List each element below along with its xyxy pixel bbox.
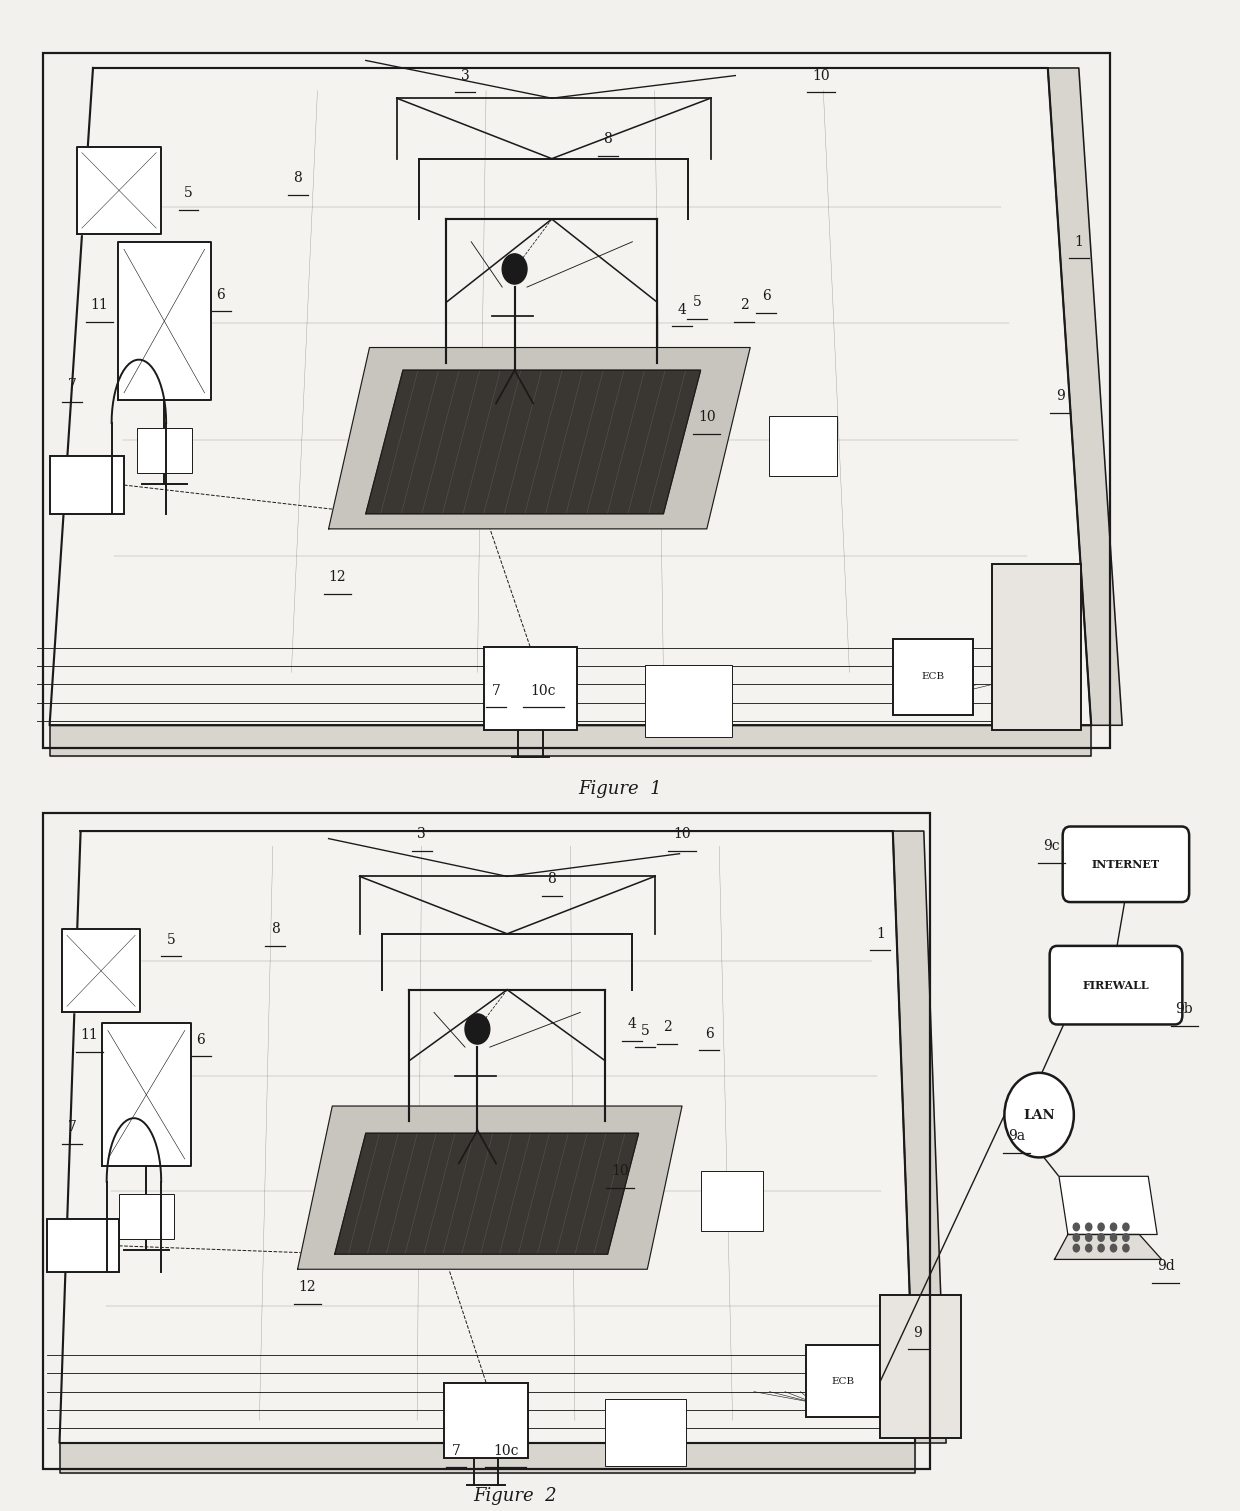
Text: 6: 6 (216, 287, 226, 302)
Text: 8: 8 (270, 922, 280, 937)
Circle shape (502, 254, 527, 284)
Circle shape (1086, 1224, 1091, 1230)
Polygon shape (1059, 1176, 1157, 1234)
Text: 12: 12 (329, 570, 346, 585)
FancyBboxPatch shape (119, 1194, 174, 1239)
Text: 8: 8 (547, 872, 557, 887)
Polygon shape (1054, 1234, 1162, 1260)
Text: 3: 3 (417, 827, 427, 842)
Text: 11: 11 (91, 298, 108, 313)
Text: 8: 8 (603, 131, 613, 147)
Text: Figure  2: Figure 2 (472, 1487, 557, 1505)
Text: 12: 12 (299, 1280, 316, 1295)
Text: 9c: 9c (1043, 839, 1060, 854)
Polygon shape (366, 370, 701, 514)
FancyBboxPatch shape (1049, 946, 1182, 1024)
Text: 4: 4 (677, 302, 687, 317)
Circle shape (1111, 1233, 1116, 1242)
Text: FIREWALL: FIREWALL (1083, 979, 1149, 991)
Polygon shape (50, 725, 1091, 756)
Polygon shape (118, 242, 211, 400)
Text: 5: 5 (692, 295, 702, 310)
Text: Figure  1: Figure 1 (578, 780, 662, 798)
Polygon shape (893, 831, 946, 1443)
Text: 3: 3 (460, 68, 470, 83)
Text: 11: 11 (81, 1027, 98, 1043)
Text: ECB: ECB (832, 1377, 854, 1386)
Text: 9b: 9b (1176, 1002, 1193, 1017)
FancyBboxPatch shape (645, 665, 732, 737)
FancyBboxPatch shape (47, 1219, 119, 1272)
Text: 7: 7 (67, 1120, 77, 1135)
Text: 9: 9 (1055, 388, 1065, 403)
Circle shape (1099, 1233, 1105, 1242)
FancyBboxPatch shape (50, 456, 124, 514)
FancyBboxPatch shape (769, 416, 837, 476)
Polygon shape (329, 348, 750, 529)
Text: 7: 7 (491, 683, 501, 698)
Polygon shape (60, 831, 915, 1443)
Polygon shape (62, 929, 140, 1012)
Polygon shape (60, 1443, 915, 1473)
Circle shape (1123, 1245, 1128, 1251)
Polygon shape (50, 68, 1091, 725)
FancyBboxPatch shape (701, 1171, 763, 1231)
Polygon shape (1048, 68, 1122, 725)
Text: 5: 5 (166, 932, 176, 947)
Circle shape (1074, 1233, 1079, 1242)
Text: 9: 9 (913, 1325, 923, 1340)
Text: 5: 5 (640, 1023, 650, 1038)
Text: 2: 2 (739, 298, 749, 313)
Circle shape (1099, 1224, 1105, 1230)
Text: 6: 6 (704, 1026, 714, 1041)
Circle shape (1086, 1233, 1091, 1242)
FancyBboxPatch shape (893, 639, 973, 715)
FancyBboxPatch shape (1063, 827, 1189, 902)
Text: 5: 5 (184, 186, 193, 201)
Text: 10c: 10c (494, 1443, 518, 1458)
Circle shape (1086, 1245, 1091, 1251)
Text: 10: 10 (812, 68, 830, 83)
Text: 10: 10 (611, 1163, 629, 1179)
FancyBboxPatch shape (880, 1295, 961, 1438)
Text: 7: 7 (67, 378, 77, 393)
FancyBboxPatch shape (444, 1383, 528, 1458)
Text: 9a: 9a (1008, 1129, 1025, 1144)
Text: 10c: 10c (531, 683, 556, 698)
Text: INTERNET: INTERNET (1092, 858, 1159, 870)
Text: 1: 1 (1074, 234, 1084, 249)
Text: 8: 8 (293, 171, 303, 186)
Text: 4: 4 (627, 1017, 637, 1032)
Circle shape (1074, 1224, 1079, 1230)
Text: 2: 2 (662, 1020, 672, 1035)
Text: 6: 6 (761, 289, 771, 304)
FancyBboxPatch shape (992, 564, 1081, 730)
FancyBboxPatch shape (605, 1399, 686, 1466)
Polygon shape (335, 1133, 639, 1254)
Circle shape (1123, 1224, 1128, 1230)
Text: LAN: LAN (1023, 1109, 1055, 1121)
Circle shape (1123, 1233, 1128, 1242)
Circle shape (1111, 1224, 1116, 1230)
Polygon shape (77, 147, 161, 234)
Circle shape (1111, 1245, 1116, 1251)
Circle shape (1099, 1245, 1105, 1251)
FancyBboxPatch shape (484, 647, 577, 730)
Text: 10: 10 (698, 409, 715, 425)
Text: 1: 1 (875, 926, 885, 941)
FancyBboxPatch shape (138, 428, 192, 473)
Polygon shape (298, 1106, 682, 1269)
Text: 9d: 9d (1157, 1259, 1174, 1274)
Circle shape (1004, 1073, 1074, 1157)
Text: 7: 7 (451, 1443, 461, 1458)
Text: ECB: ECB (921, 672, 945, 681)
Polygon shape (102, 1023, 191, 1166)
Circle shape (1074, 1245, 1079, 1251)
Text: 6: 6 (196, 1032, 206, 1047)
FancyBboxPatch shape (806, 1345, 880, 1417)
Text: 10: 10 (673, 827, 691, 842)
Circle shape (465, 1014, 490, 1044)
